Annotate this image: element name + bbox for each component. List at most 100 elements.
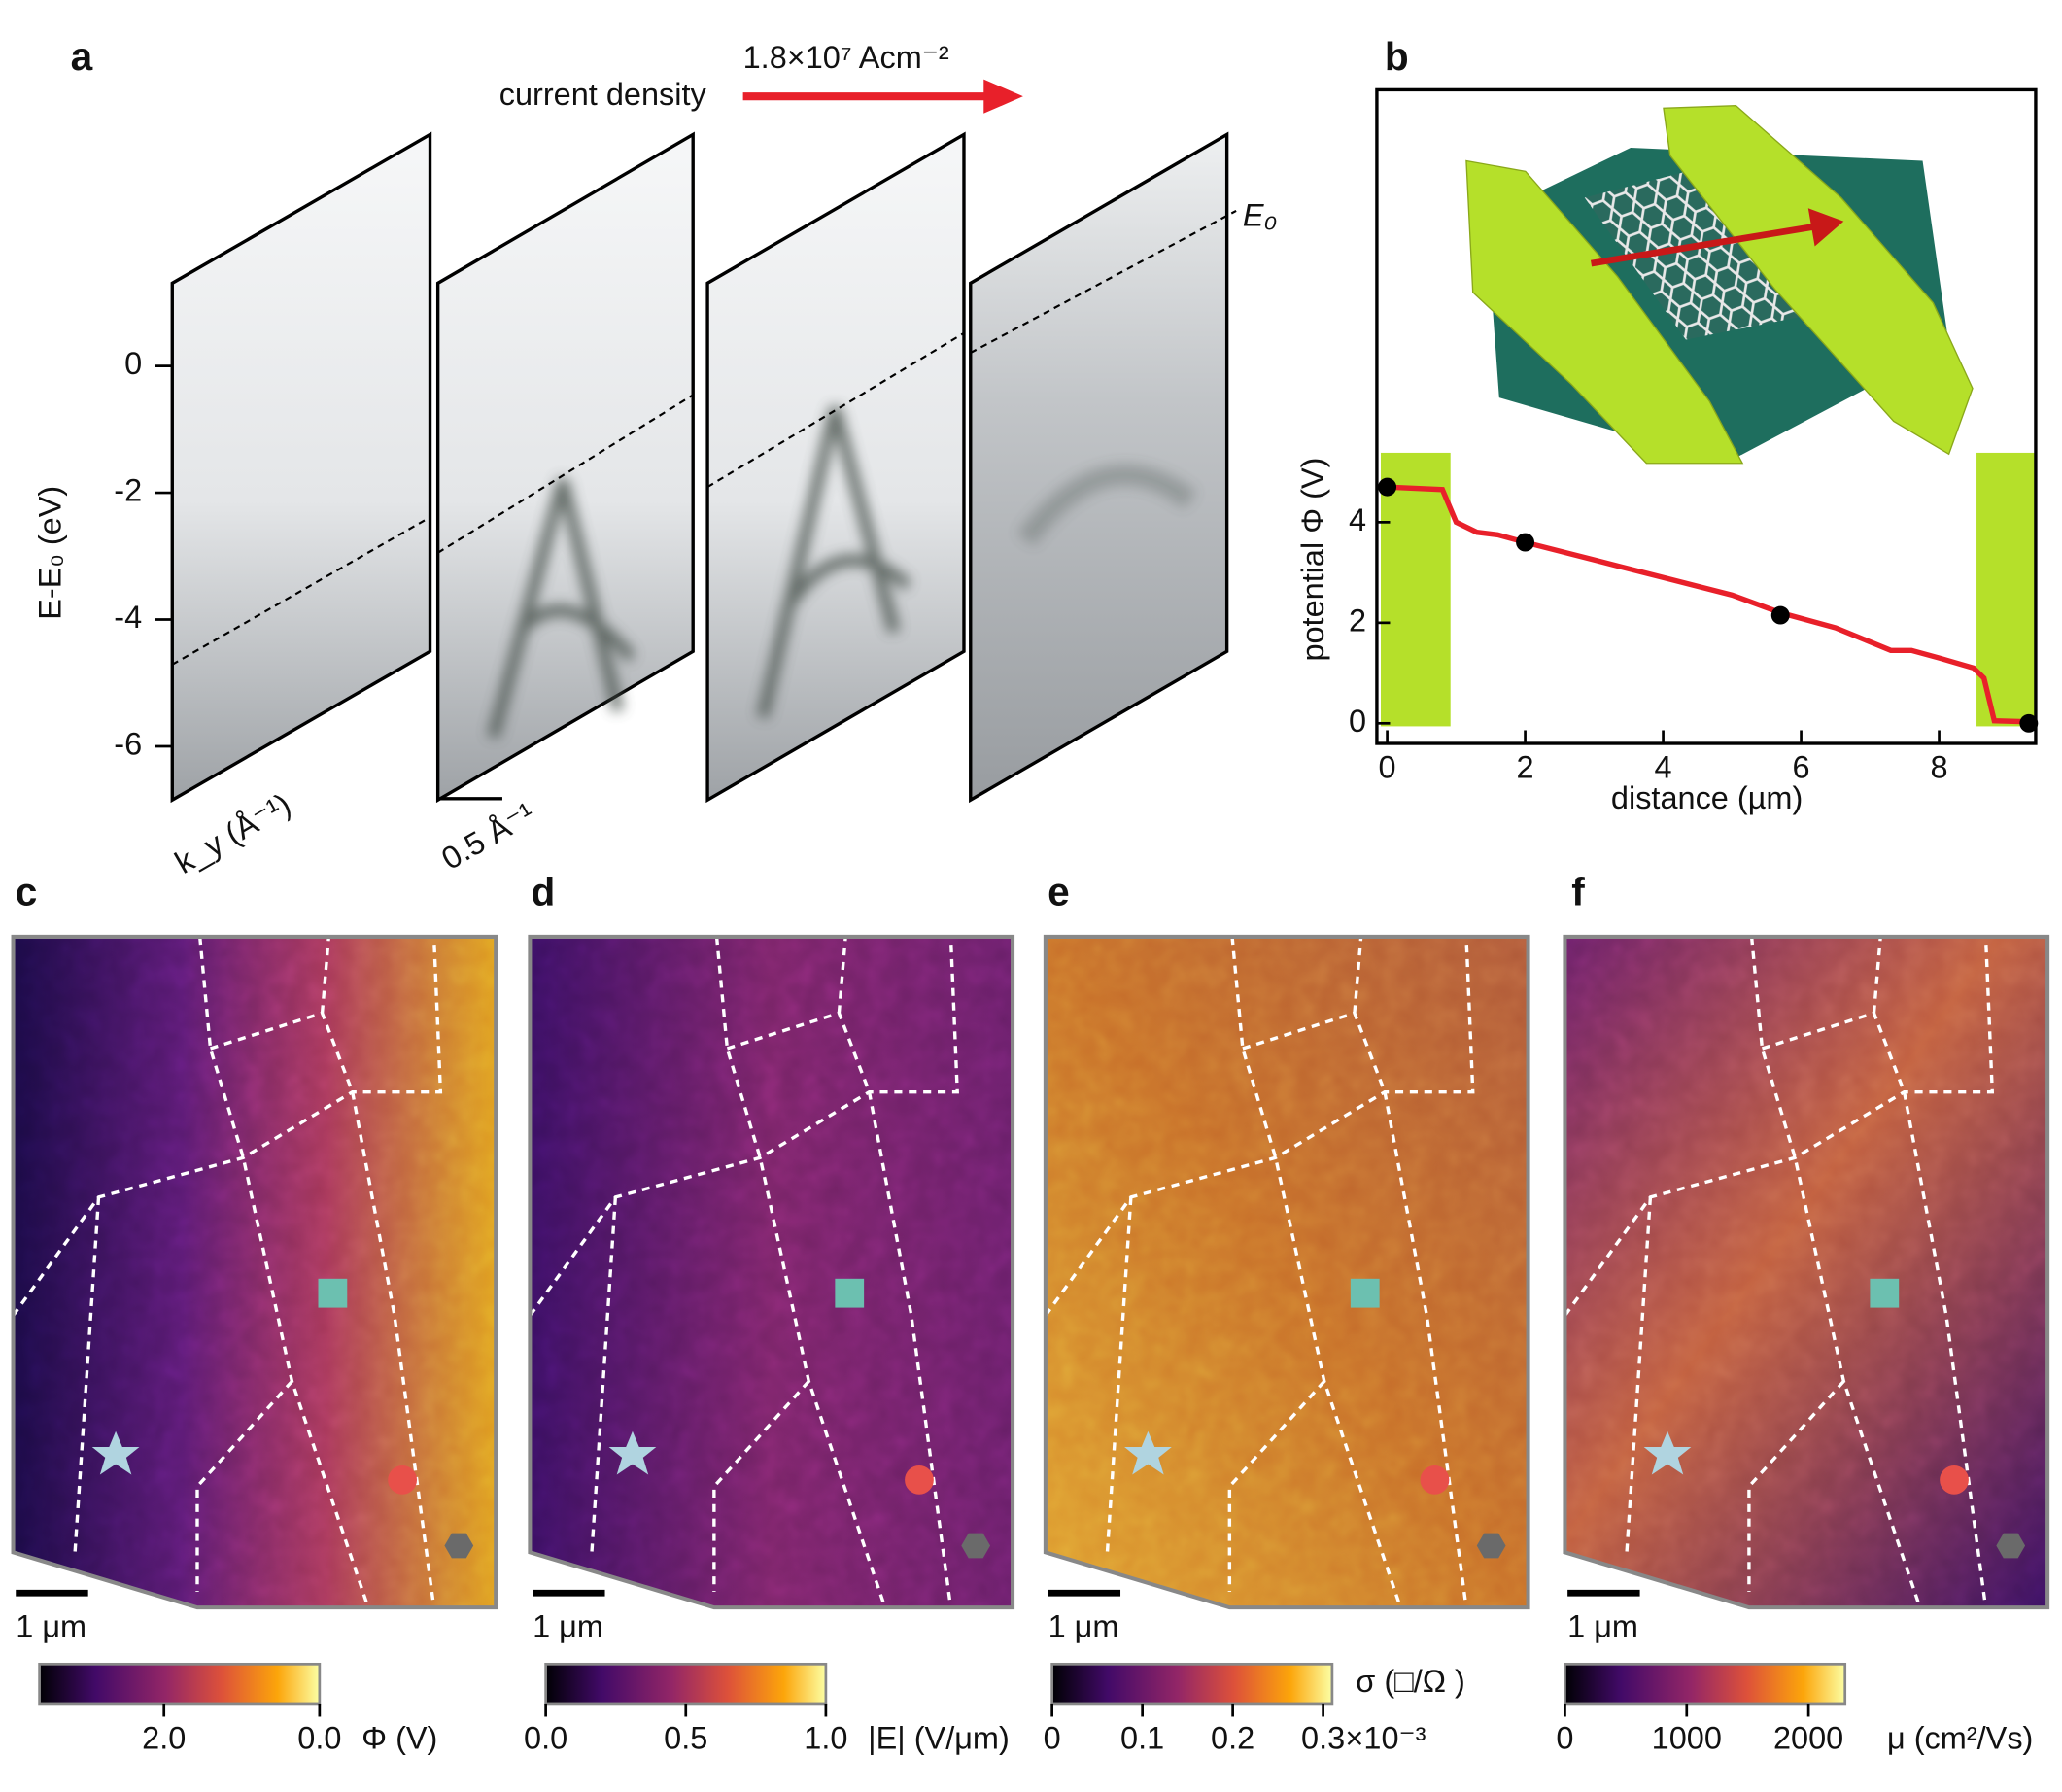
panel-letter: c: [16, 869, 38, 913]
cone: [487, 478, 636, 739]
e0-lines: [171, 209, 1237, 666]
contact-region: [1380, 452, 1451, 727]
arrow-head: [983, 79, 1023, 114]
e0-line: [437, 394, 694, 554]
circle-marker: [388, 1465, 418, 1495]
square-marker: [1870, 1278, 1900, 1308]
colorbar-tick-label: 0: [1556, 1720, 1573, 1755]
data-point: [1378, 477, 1397, 497]
map-texture: [1564, 936, 2048, 1608]
device-inset: [1465, 104, 1974, 465]
grain-boundary: [1353, 936, 1363, 1014]
arpes-pane: [170, 131, 432, 804]
colorbar-unit: σ (□/Ω ): [1356, 1664, 1465, 1699]
map-frame: [1043, 934, 1530, 1610]
annotation: current density: [499, 77, 707, 112]
star-marker: [608, 1430, 657, 1475]
y-tick-label: -4: [114, 600, 142, 635]
e0-label: E₀: [1243, 197, 1277, 232]
y-tick-label: -6: [114, 727, 142, 762]
y-tick-label: 4: [1349, 502, 1366, 537]
arpes-pane: [705, 131, 966, 804]
colorbar-tick-label: 0.1: [1120, 1720, 1164, 1755]
square-marker: [318, 1278, 348, 1308]
grain-boundary: [1747, 1380, 1845, 1592]
x-tick-label: 8: [1931, 750, 1948, 785]
colorbar-tick-label: 1.0: [804, 1720, 847, 1755]
scale-label: 1 μm: [1048, 1608, 1119, 1643]
grain-boundary: [837, 936, 847, 1014]
map-texture: [530, 936, 1014, 1608]
colorbar-tick-label: 2.0: [142, 1720, 186, 1755]
potential-line: [1387, 484, 2029, 725]
colorbar: [1564, 1662, 1847, 1706]
grain-boundary: [1044, 936, 1475, 1317]
arpes-panes: [170, 131, 1229, 804]
data-point: [1516, 533, 1535, 552]
grain-boundary: [351, 1091, 436, 1608]
grain-boundary: [867, 1091, 953, 1608]
panel-letter: d: [532, 869, 556, 913]
scale-label: 1 μm: [16, 1608, 86, 1643]
colorbar-tick-label: 0.0: [297, 1720, 341, 1755]
scale-label: 1 μm: [533, 1608, 603, 1643]
map-texture: [13, 936, 497, 1608]
e0-line: [706, 331, 965, 489]
x-tick-label: 6: [1793, 750, 1810, 785]
map-panel: e 1 μm 0 0.1 0.2 0.3 ×10⁻³ σ (□/Ω ): [1043, 869, 1530, 1755]
grain-boundary: [714, 936, 887, 1608]
data-point: [1770, 605, 1790, 625]
square-marker: [1350, 1278, 1380, 1308]
circle-marker: [1420, 1465, 1450, 1495]
hex-marker: [444, 1533, 474, 1559]
grain-boundary: [198, 936, 370, 1608]
panel-a: 0-2-4-6 a current density 1.8×10⁷ Acm⁻² …: [33, 34, 1278, 880]
x-axis-label: k_y (Å⁻¹): [169, 786, 296, 880]
grain-boundary: [1749, 936, 1922, 1608]
square-marker: [835, 1278, 865, 1308]
maps: c 1 μm 2.0 0.0 Φ (V) d 1 μm 0.0 0.5 1.0 |E| (V/μm)…: [11, 869, 2050, 1755]
colorbar-multiplier: ×10⁻³: [1345, 1720, 1426, 1755]
grain-boundary: [1105, 1196, 1133, 1553]
star-marker: [1124, 1430, 1172, 1475]
y-axis-label: E-E₀ (eV): [33, 486, 68, 620]
colorbar-unit: Φ (V): [361, 1720, 437, 1755]
current-arrow: [1590, 223, 1816, 267]
panel-letter: a: [71, 34, 93, 79]
circle-marker: [1940, 1465, 1969, 1495]
colorbar-tick-label: 1000: [1652, 1720, 1722, 1755]
grain-boundary: [1564, 936, 1995, 1317]
colorbar-tick-label: 0.3: [1301, 1720, 1345, 1755]
plot: 0 2 4 6 8 0 2 4: [1349, 477, 2039, 785]
x-axis-label: distance (µm): [1611, 780, 1803, 815]
a-axis: 0 -2 -4 -6: [114, 346, 173, 762]
k-scale-label: 0.5 Å⁻¹: [435, 796, 540, 877]
colorbar-tick-label: 0.2: [1211, 1720, 1254, 1755]
y-axis-label: potential Φ (V): [1295, 458, 1330, 662]
y-tick-label: 0: [1349, 704, 1366, 739]
cone: [1016, 464, 1197, 546]
colorbar: [1050, 1662, 1334, 1706]
star-marker: [91, 1430, 140, 1475]
hex-marker: [1996, 1533, 2026, 1559]
map-frame: [11, 934, 498, 1610]
colorbar: [38, 1662, 322, 1706]
map-texture: [1045, 936, 1529, 1608]
grain-boundary: [73, 1196, 101, 1553]
colorbar-unit: |E| (V/μm): [868, 1720, 1010, 1755]
grain-boundary: [529, 936, 959, 1317]
colorbar: [544, 1662, 828, 1706]
colorbar-tick-label: 2000: [1773, 1720, 1843, 1755]
map-panel: d 1 μm 0.0 0.5 1.0 |E| (V/μm): [524, 869, 1015, 1755]
grain-boundary: [590, 1196, 618, 1553]
x-tick-label: 2: [1517, 750, 1534, 785]
data-point: [2019, 713, 2039, 733]
panel-b: b 0 2 4 6 8 0 2 4 potential Φ (V) distance (µm): [1295, 34, 2039, 815]
colorbar-tick-label: 0.0: [524, 1720, 567, 1755]
grain-boundary: [1227, 1380, 1326, 1592]
colorbar-tick-label: 0.5: [664, 1720, 707, 1755]
e0-line: [970, 209, 1237, 355]
grain-boundary: [320, 936, 331, 1014]
grain-boundary: [195, 1380, 293, 1592]
